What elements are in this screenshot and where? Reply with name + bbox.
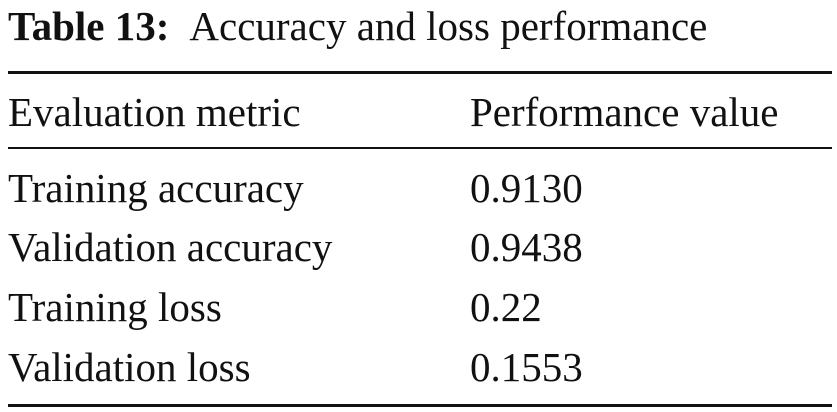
table-caption-text: Accuracy and loss performance [189,3,708,49]
table-top-rule [8,71,832,74]
row-metric-cell: Training loss [8,284,222,330]
table-caption: Table 13: Accuracy and loss performance [8,2,707,50]
row-value-cell: 0.1553 [470,344,583,390]
header-performance-value: Performance value [470,89,779,135]
row-value-cell: 0.9130 [470,165,583,211]
table-bottom-rule [8,404,832,407]
header-evaluation-metric: Evaluation metric [8,89,301,135]
row-metric-cell: Training accuracy [8,165,304,211]
row-value-cell: 0.22 [470,284,542,330]
row-metric-cell: Validation loss [8,344,251,390]
row-metric-cell: Validation accuracy [8,224,333,270]
table-caption-label: Table 13: [8,3,170,49]
row-value-cell: 0.9438 [470,224,583,270]
table-header-rule [8,147,832,149]
